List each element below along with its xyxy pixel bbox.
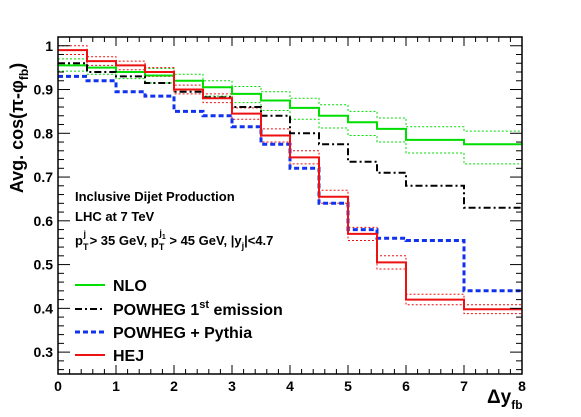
powheg-1-emission-line (58, 62, 522, 209)
y-tick-label: 0.6 (34, 213, 54, 229)
legend-label-powheg-first-emission: POWHEG 1st emission (113, 299, 283, 319)
annotation-energy: LHC at 7 TeV (75, 209, 155, 224)
legend-item-hej: HEJ (75, 348, 144, 365)
annotation-process: Inclusive Dijet Production (75, 189, 235, 204)
hej-line (58, 49, 522, 311)
y-tick-label: 0.4 (34, 300, 54, 316)
nlo-band-lower (58, 70, 522, 165)
legend-label-nlo: NLO (113, 278, 147, 295)
hej-band-lower (58, 54, 522, 315)
x-tick-label: 5 (344, 378, 352, 394)
y-axis-title: Avg. cos(π-φfb) (7, 63, 31, 193)
legend: NLO POWHEG 1st emission POWHEG + Pythia … (75, 278, 283, 365)
x-tick-label: 1 (112, 378, 120, 394)
legend-item-powheg-first-emission: POWHEG 1st emission (75, 299, 283, 319)
legend-item-powheg-pythia: POWHEG + Pythia (75, 325, 252, 342)
x-tick-label: 2 (170, 378, 178, 394)
nlo-band-upper (58, 58, 522, 132)
nlo-line (58, 64, 522, 146)
axis-ticks (57, 36, 523, 374)
x-tick-label: 4 (286, 378, 294, 394)
y-tick-label: 1 (45, 38, 53, 54)
x-axis-title: Δyfb (487, 387, 523, 412)
legend-label-powheg-pythia: POWHEG + Pythia (113, 325, 252, 342)
x-tick-label: 3 (228, 378, 236, 394)
legend-label-hej: HEJ (113, 348, 144, 365)
uncertainty-bands (58, 45, 522, 315)
series-lines (58, 49, 522, 311)
legend-item-nlo: NLO (75, 278, 147, 295)
x-tick-label: 8 (518, 378, 526, 394)
x-tick-label: 0 (54, 378, 62, 394)
hej-band-upper (58, 45, 522, 306)
y-tick-label: 0.9 (34, 82, 54, 98)
y-tick-label: 0.5 (34, 257, 54, 273)
plot-frame (57, 36, 523, 375)
y-tick-label: 0.8 (34, 125, 54, 141)
annotation-cuts: pTj > 35 GeV, pTj1 > 45 GeV, |yj|<4.7 (75, 228, 273, 252)
tick-labels: 0 1 2 3 4 5 6 7 8 0.3 0.4 0.5 0.6 0.7 0.8 0.9 1 (34, 38, 527, 394)
x-tick-label: 6 (402, 378, 410, 394)
y-tick-label: 0.3 (34, 344, 54, 360)
y-tick-label: 0.7 (34, 169, 54, 185)
x-tick-label: 7 (460, 378, 468, 394)
